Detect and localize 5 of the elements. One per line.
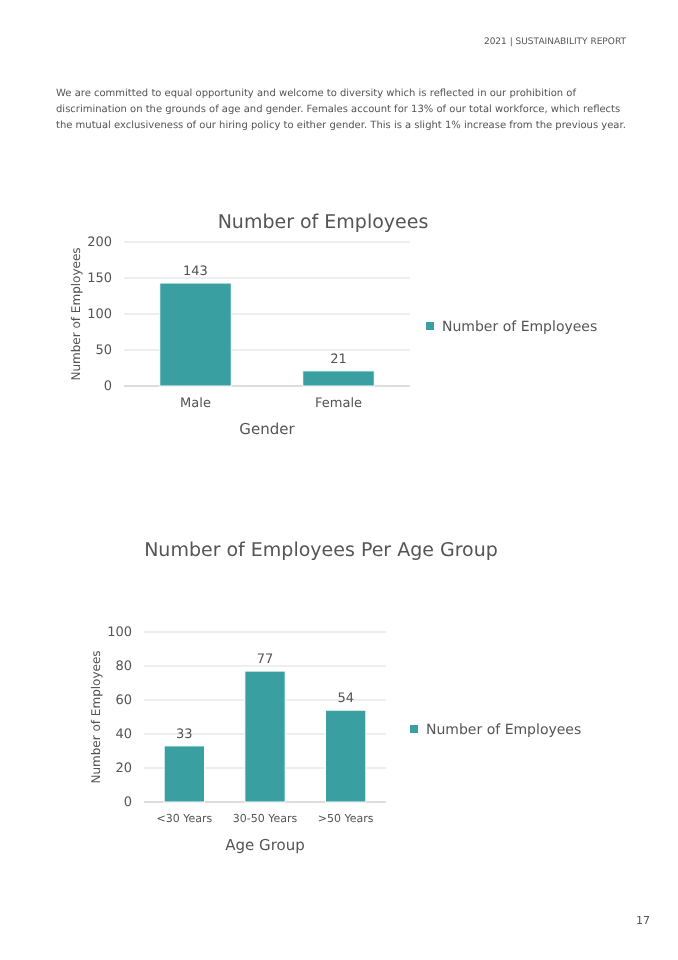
bar xyxy=(325,709,367,803)
bar xyxy=(163,745,205,803)
chart-title: Number of Employees Per Age Group xyxy=(144,540,498,562)
chart-title: Number of Employees xyxy=(217,212,429,234)
bar xyxy=(244,670,286,803)
